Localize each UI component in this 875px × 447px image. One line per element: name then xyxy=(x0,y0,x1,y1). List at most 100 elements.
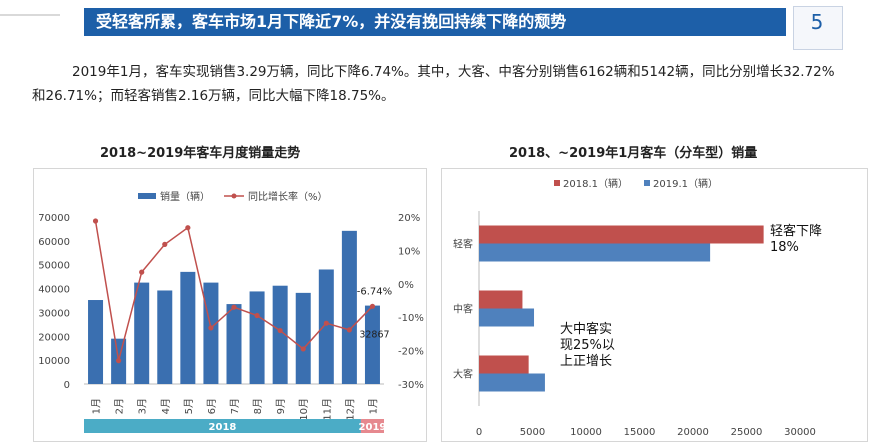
y-left-tick-label: 50000 xyxy=(38,261,70,272)
bar xyxy=(479,225,764,244)
y-left-tick-label: 10000 xyxy=(38,356,70,367)
category-label: 轻客 xyxy=(453,238,473,251)
legend-label: 2019.1（辆） xyxy=(653,177,718,190)
bar xyxy=(341,230,357,384)
year-band xyxy=(360,419,384,433)
y-right-tick-label: -20% xyxy=(398,347,424,358)
summary-paragraph: 2019年1月，客车实现销售3.29万辆，同比下降6.74%。其中，大客、中客分… xyxy=(32,60,842,108)
x-tick-label: 9月 xyxy=(275,398,287,414)
y-left-tick-label: 60000 xyxy=(38,237,70,248)
left-chart-panel: 销量（辆） 同比增长率（%） 0 10000 20000 30000 40000 50000 6… xyxy=(33,168,427,442)
x-tick-label: 20000 xyxy=(677,427,709,438)
x-tick-label: 0 xyxy=(476,427,482,438)
year-label: 2019 xyxy=(359,422,387,433)
bar xyxy=(226,304,242,384)
growth-point xyxy=(208,325,214,331)
legend-label: 2018.1（辆） xyxy=(563,177,628,190)
legend-swatch xyxy=(644,180,650,186)
bar xyxy=(479,373,545,392)
bar xyxy=(157,290,173,384)
monthly-sales-chart: 销量（辆） 同比增长率（%） 0 10000 20000 30000 40000 50000 6… xyxy=(38,190,424,433)
y-left-tick-label: 20000 xyxy=(38,332,70,343)
x-tick-label: 5月 xyxy=(183,398,195,414)
x-tick-label: 25000 xyxy=(731,427,763,438)
x-tick-label: 5000 xyxy=(520,427,545,438)
x-tick-label: 4月 xyxy=(160,398,172,414)
x-tick-label: 6月 xyxy=(206,398,218,414)
bar xyxy=(479,355,529,374)
y-right-tick-label: 10% xyxy=(398,246,420,257)
y-left-tick-label: 40000 xyxy=(38,285,70,296)
legend-marker-growth xyxy=(231,193,237,199)
x-tick-label: 10月 xyxy=(298,398,310,421)
bar xyxy=(249,291,265,384)
left-chart-title: 2018~2019年客车月度销量走势 xyxy=(100,146,301,161)
bar xyxy=(479,308,535,327)
growth-point xyxy=(277,327,283,334)
y-left-tick-label: 70000 xyxy=(38,213,70,224)
growth-point xyxy=(162,241,168,247)
right-chart-title: 2018、~2019年1月客车（分车型）销量 xyxy=(509,146,758,161)
annotation-light-bus: 18% xyxy=(770,240,799,255)
growth-point xyxy=(323,320,329,326)
legend-label-growth: 同比增长率（%） xyxy=(248,190,328,203)
x-tick-label: 12月 xyxy=(344,398,356,421)
title-band xyxy=(84,8,786,36)
bar xyxy=(318,269,334,384)
header-decoration xyxy=(0,14,60,16)
growth-point xyxy=(92,218,99,224)
annotation-growth-last: -6.74% xyxy=(357,286,392,297)
page-number: 5 xyxy=(810,10,824,34)
x-tick-label: 2月 xyxy=(114,398,126,414)
bar xyxy=(272,285,288,384)
y-right-tick-label: -10% xyxy=(398,313,424,324)
page-title: 受轻客所累，客车市场1月下降近7%，并没有挽回持续下降的颓势 xyxy=(96,12,567,31)
legend-swatch-sales xyxy=(138,193,156,199)
bar xyxy=(134,282,150,384)
annotation-mid-large-bus: 现25%以 xyxy=(560,338,615,353)
x-tick-label: 11月 xyxy=(321,398,333,421)
bar xyxy=(295,292,311,384)
annotation-bar-last: 32867 xyxy=(359,330,389,341)
category-label: 大客 xyxy=(453,368,473,381)
growth-point xyxy=(346,327,352,333)
y-left-tick-label: 30000 xyxy=(38,308,70,319)
x-tick-label: 30000 xyxy=(784,427,816,438)
growth-point xyxy=(300,346,306,352)
page-number-box xyxy=(793,6,843,50)
annotation-mid-large-bus: 上正增长 xyxy=(560,354,612,369)
right-chart-panel: 2018.1（辆） 2019.1（辆） 轻客中客大客 0 5000 10000 15000 2… xyxy=(441,168,868,442)
x-tick-label: 8月 xyxy=(252,398,264,414)
y-right-tick-label: 0% xyxy=(398,280,414,291)
growth-point xyxy=(254,312,260,319)
annotation-light-bus: 轻客下降 xyxy=(770,223,822,239)
growth-point xyxy=(116,358,122,364)
x-tick-label: 1月 xyxy=(91,398,103,414)
bar xyxy=(203,282,219,384)
growth-point xyxy=(369,303,376,309)
legend-label-sales: 销量（辆） xyxy=(160,190,210,203)
category-label: 中客 xyxy=(453,303,473,316)
x-tick-label: 1月 xyxy=(367,398,379,414)
bar xyxy=(180,271,196,384)
y-right-tick-label: -30% xyxy=(398,380,424,391)
y-right-tick-label: 20% xyxy=(398,213,420,224)
year-label: 2018 xyxy=(209,422,237,433)
bar xyxy=(479,243,711,262)
x-tick-label: 15000 xyxy=(624,427,656,438)
legend-swatch xyxy=(554,180,560,186)
growth-point xyxy=(139,269,145,275)
y-left-tick-label: 0 xyxy=(64,380,70,391)
annotation-mid-large-bus: 大中客实 xyxy=(560,321,612,337)
x-tick-label: 7月 xyxy=(229,398,241,414)
x-tick-label: 3月 xyxy=(137,398,149,414)
x-tick-label: 10000 xyxy=(570,427,602,438)
bar xyxy=(364,305,380,384)
growth-point xyxy=(231,304,237,310)
bar xyxy=(479,290,523,309)
summary-text: 2019年1月，客车实现销售3.29万辆，同比下降6.74%。其中，大客、中客分… xyxy=(32,64,835,104)
year-band xyxy=(84,419,361,433)
bar xyxy=(88,300,104,384)
growth-point xyxy=(185,225,191,231)
